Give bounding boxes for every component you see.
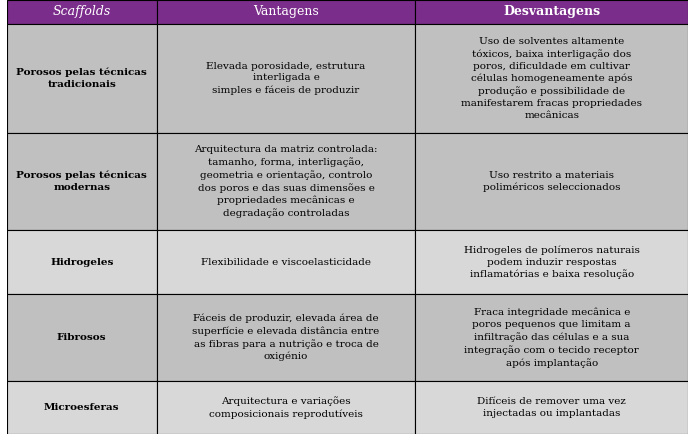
Text: Arquitectura e variações
composicionais reprodutíveis: Arquitectura e variações composicionais … (209, 396, 363, 419)
FancyBboxPatch shape (157, 0, 416, 24)
Text: Fraca integridade mecânica e
poros pequenos que limitam a
infiltração das célula: Fraca integridade mecânica e poros peque… (464, 308, 639, 368)
Text: Fibrosos: Fibrosos (57, 333, 107, 342)
FancyBboxPatch shape (7, 381, 157, 434)
FancyBboxPatch shape (416, 0, 688, 24)
FancyBboxPatch shape (416, 294, 688, 381)
Text: Desvantagens: Desvantagens (503, 6, 601, 18)
FancyBboxPatch shape (157, 294, 416, 381)
FancyBboxPatch shape (157, 381, 416, 434)
Text: Fáceis de produzir, elevada área de
superfície e elevada distância entre
as fibr: Fáceis de produzir, elevada área de supe… (193, 314, 380, 362)
Text: Scaffolds: Scaffolds (52, 6, 111, 18)
Text: Uso restrito a materiais
poliméricos seleccionados: Uso restrito a materiais poliméricos sel… (483, 171, 621, 192)
FancyBboxPatch shape (416, 133, 688, 230)
Text: Porosos pelas técnicas
modernas: Porosos pelas técnicas modernas (17, 171, 147, 192)
FancyBboxPatch shape (157, 24, 416, 133)
Text: Hidrogeles: Hidrogeles (50, 258, 114, 267)
Text: Hidrogeles de polímeros naturais
podem induzir respostas
inflamatórias e baixa r: Hidrogeles de polímeros naturais podem i… (464, 245, 640, 279)
FancyBboxPatch shape (416, 230, 688, 294)
FancyBboxPatch shape (7, 294, 157, 381)
FancyBboxPatch shape (416, 24, 688, 133)
Text: Flexibilidade e viscoelasticidade: Flexibilidade e viscoelasticidade (201, 258, 371, 267)
FancyBboxPatch shape (7, 0, 157, 24)
FancyBboxPatch shape (416, 381, 688, 434)
FancyBboxPatch shape (7, 230, 157, 294)
FancyBboxPatch shape (7, 133, 157, 230)
Text: Elevada porosidade, estrutura
interligada e
simples e fáceis de produzir: Elevada porosidade, estrutura interligad… (206, 62, 365, 95)
FancyBboxPatch shape (157, 230, 416, 294)
Text: Vantagens: Vantagens (253, 6, 319, 18)
Text: Microesferas: Microesferas (44, 403, 120, 412)
Text: Arquitectura da matriz controlada:
tamanho, forma, interligação,
geometria e ori: Arquitectura da matriz controlada: taman… (194, 145, 378, 218)
Text: Difíceis de remover uma vez
injectadas ou implantadas: Difíceis de remover uma vez injectadas o… (477, 397, 626, 418)
FancyBboxPatch shape (7, 24, 157, 133)
FancyBboxPatch shape (157, 133, 416, 230)
Text: Porosos pelas técnicas
tradicionais: Porosos pelas técnicas tradicionais (17, 68, 147, 89)
Text: Uso de solventes altamente
tóxicos, baixa interligação dos
poros, dificuldade em: Uso de solventes altamente tóxicos, baix… (461, 37, 642, 120)
